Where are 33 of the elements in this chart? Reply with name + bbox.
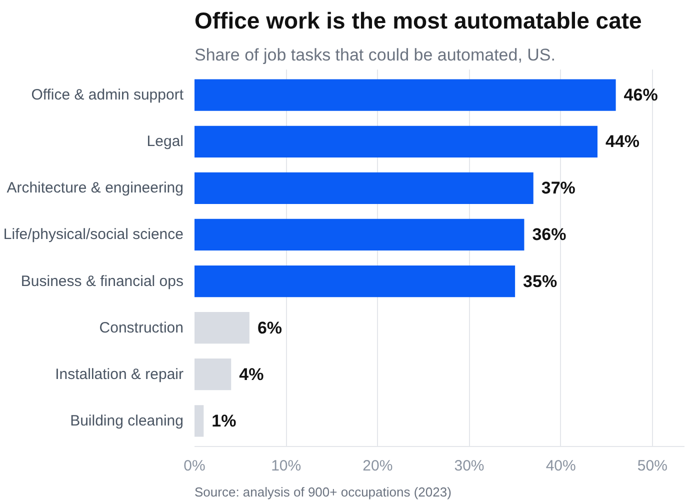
y-tick-label: Architecture & engineering: [6, 180, 184, 197]
y-tick-label: Installation & repair: [55, 366, 184, 383]
data-label: 37%: [541, 178, 576, 198]
y-tick-label: Building cleaning: [70, 412, 184, 430]
y-tick-label: Office & admin support: [31, 86, 184, 104]
x-tick-label: 50%: [637, 458, 668, 474]
y-tick-label: Construction: [99, 319, 184, 336]
bar: [194, 312, 250, 344]
chart-subtitle: Share of job tasks that could be automated, US.: [194, 46, 556, 64]
data-label: 6%: [257, 318, 282, 338]
data-label: 4%: [239, 364, 264, 384]
x-tick-label: 40%: [546, 458, 576, 474]
data-label: 1%: [212, 411, 236, 430]
bar: [194, 172, 534, 204]
bar: [194, 405, 204, 437]
y-tick-label: Life/physical/social science: [3, 226, 184, 244]
x-tick-label: 20%: [362, 458, 393, 474]
data-label: 46%: [624, 86, 658, 105]
data-label: 44%: [605, 132, 640, 152]
x-tick-label: 10%: [271, 458, 302, 474]
x-tick-label: 0%: [184, 458, 206, 474]
source-note: Source: analysis of 900+ occupations (2023): [194, 484, 452, 500]
x-tick-label: 30%: [454, 458, 484, 474]
y-tick-label: Legal: [146, 133, 184, 150]
bar: [194, 218, 524, 251]
data-label: 36%: [532, 225, 566, 244]
bar: [194, 79, 616, 111]
bar: [194, 265, 516, 298]
bar: [194, 126, 598, 158]
y-tick-label: Business & financial ops: [20, 272, 184, 290]
bar: [194, 358, 232, 390]
chart-title: Office work is the most automatable cate: [194, 8, 642, 34]
data-label: 35%: [523, 272, 558, 291]
